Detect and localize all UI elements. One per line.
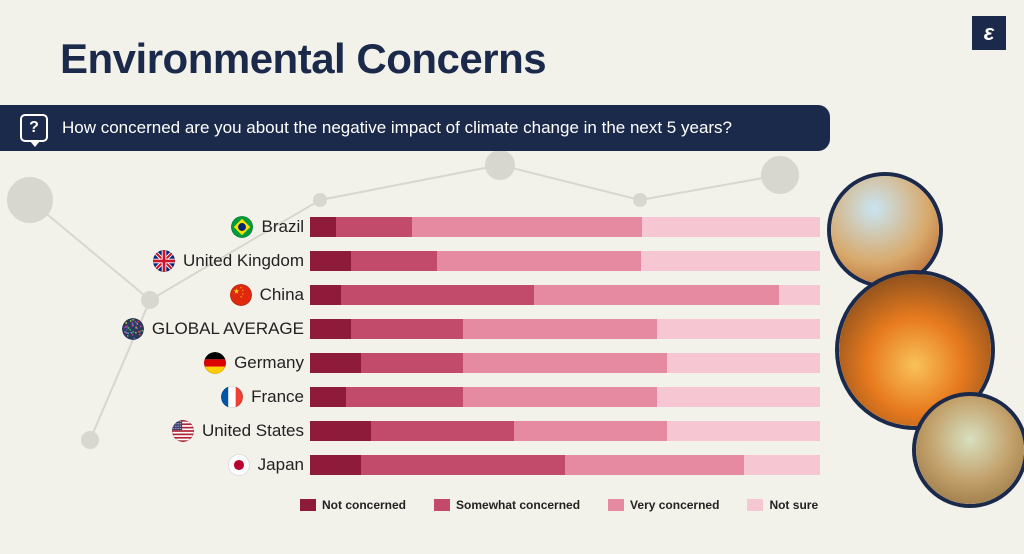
legend-label: Very concerned xyxy=(630,498,719,512)
bar-segment-very xyxy=(463,319,657,339)
stacked-bar xyxy=(310,353,820,373)
legend-item-somewhat: Somewhat concerned xyxy=(434,498,580,512)
flag-icon-jp xyxy=(228,454,250,476)
flag-icon-fr xyxy=(221,386,243,408)
stacked-bar xyxy=(310,319,820,339)
bar-segment-not_concerned xyxy=(310,319,351,339)
bar-segment-not_concerned xyxy=(310,217,336,237)
bar-segment-not_concerned xyxy=(310,421,371,441)
stacked-bar xyxy=(310,285,820,305)
legend-swatch xyxy=(608,499,624,511)
brand-logo: ε xyxy=(972,16,1006,50)
chart-row: United Kingdom xyxy=(140,244,820,278)
stacked-bar xyxy=(310,251,820,271)
legend-swatch xyxy=(300,499,316,511)
legend-label: Somewhat concerned xyxy=(456,498,580,512)
legend-swatch xyxy=(434,499,450,511)
bar-segment-somewhat xyxy=(361,455,565,475)
legend-item-very: Very concerned xyxy=(608,498,719,512)
country-name: Germany xyxy=(234,353,304,373)
bar-segment-not_concerned xyxy=(310,251,351,271)
country-name: GLOBAL AVERAGE xyxy=(152,319,304,339)
country-name: United Kingdom xyxy=(183,251,304,271)
bar-segment-somewhat xyxy=(336,217,413,237)
chart-row: Germany xyxy=(140,346,820,380)
bar-segment-not_sure xyxy=(657,387,820,407)
legend-label: Not concerned xyxy=(322,498,406,512)
question-text: How concerned are you about the negative… xyxy=(62,118,732,138)
stacked-bar xyxy=(310,455,820,475)
chart-row: China xyxy=(140,278,820,312)
bar-segment-not_sure xyxy=(667,421,820,441)
bar-segment-somewhat xyxy=(361,353,463,373)
bar-segment-not_concerned xyxy=(310,387,346,407)
country-name: France xyxy=(251,387,304,407)
bar-segment-very xyxy=(412,217,642,237)
bar-segment-not_sure xyxy=(657,319,820,339)
legend-item-not_concerned: Not concerned xyxy=(300,498,406,512)
flag-icon-us xyxy=(172,420,194,442)
bar-segment-very xyxy=(463,353,667,373)
country-name: Japan xyxy=(258,455,304,475)
row-label-cell: Japan xyxy=(140,454,310,476)
row-label-cell: Germany xyxy=(140,352,310,374)
chart-legend: Not concerned Somewhat concerned Very conc… xyxy=(300,498,818,512)
bar-segment-very xyxy=(437,251,641,271)
photo-placeholder xyxy=(916,396,1024,504)
stacked-bar xyxy=(310,387,820,407)
country-name: China xyxy=(260,285,304,305)
row-label-cell: GLOBAL AVERAGE xyxy=(140,318,310,340)
legend-swatch xyxy=(747,499,763,511)
flag-icon-uk xyxy=(153,250,175,272)
row-label-cell: United States xyxy=(140,420,310,442)
bar-segment-somewhat xyxy=(341,285,535,305)
chart-row: Brazil xyxy=(140,210,820,244)
flag-icon-de xyxy=(204,352,226,374)
bar-segment-not_sure xyxy=(779,285,820,305)
stacked-bar xyxy=(310,421,820,441)
question-bar: ? How concerned are you about the negati… xyxy=(0,105,830,151)
photo-drought xyxy=(912,392,1024,508)
bar-segment-somewhat xyxy=(351,251,438,271)
flag-icon-br xyxy=(231,216,253,238)
row-label-cell: Brazil xyxy=(140,216,310,238)
bar-segment-not_concerned xyxy=(310,353,361,373)
bar-segment-very xyxy=(463,387,657,407)
chart-row: United States xyxy=(140,414,820,448)
stacked-bar-chart: Brazil United Kingdom China GLOBAL AVERAGE G… xyxy=(140,210,820,482)
bar-segment-not_sure xyxy=(744,455,821,475)
country-name: United States xyxy=(202,421,304,441)
legend-item-not_sure: Not sure xyxy=(747,498,818,512)
photo-placeholder xyxy=(831,176,939,284)
bar-segment-very xyxy=(514,421,667,441)
bar-segment-somewhat xyxy=(351,319,463,339)
bar-segment-not_concerned xyxy=(310,285,341,305)
bar-segment-very xyxy=(565,455,744,475)
chart-row: GLOBAL AVERAGE xyxy=(140,312,820,346)
bar-segment-somewhat xyxy=(371,421,514,441)
bar-segment-very xyxy=(534,285,779,305)
bar-segment-not_sure xyxy=(667,353,820,373)
row-label-cell: China xyxy=(140,284,310,306)
chart-row: France xyxy=(140,380,820,414)
legend-label: Not sure xyxy=(769,498,818,512)
page-title: Environmental Concerns xyxy=(60,35,546,83)
bar-segment-not_sure xyxy=(642,217,821,237)
row-label-cell: France xyxy=(140,386,310,408)
bar-segment-not_sure xyxy=(641,251,820,271)
flag-icon-cn xyxy=(230,284,252,306)
stacked-bar xyxy=(310,217,820,237)
bar-segment-somewhat xyxy=(346,387,463,407)
country-name: Brazil xyxy=(261,217,304,237)
chart-row: Japan xyxy=(140,448,820,482)
question-icon: ? xyxy=(20,114,48,142)
flag-icon-globe xyxy=(122,318,144,340)
bar-segment-not_concerned xyxy=(310,455,361,475)
row-label-cell: United Kingdom xyxy=(140,250,310,272)
